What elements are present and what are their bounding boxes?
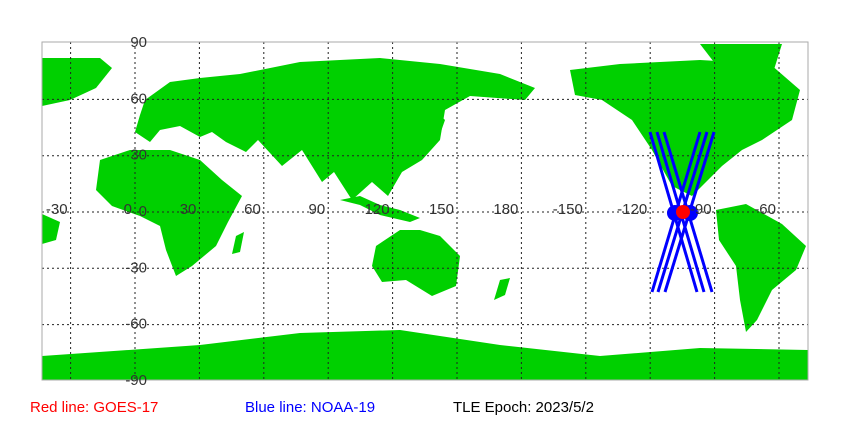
lat-label: 0 xyxy=(139,203,147,220)
lon-label: 90 xyxy=(309,201,326,218)
lon-label: -30 xyxy=(46,201,68,218)
madagascar xyxy=(232,232,244,254)
lat-label: 60 xyxy=(130,90,147,107)
africa xyxy=(96,150,242,276)
lon-label: -120 xyxy=(617,201,647,218)
graticule xyxy=(42,42,808,380)
lon-label: -60 xyxy=(754,201,776,218)
map-frame xyxy=(41,41,809,381)
legend-blue: Blue line: NOAA-19 xyxy=(245,399,376,416)
antarctica xyxy=(42,330,808,380)
lat-label: -60 xyxy=(125,316,147,333)
lat-label: -90 xyxy=(125,372,147,389)
japan xyxy=(425,115,445,150)
lon-label: 60 xyxy=(244,201,261,218)
goes-17-marker xyxy=(676,205,690,219)
lat-label: -30 xyxy=(125,259,147,276)
lat-label: 30 xyxy=(130,147,147,164)
lon-label: 120 xyxy=(365,201,390,218)
eurasia xyxy=(135,58,535,200)
lat-label: 90 xyxy=(130,34,147,51)
indonesia xyxy=(340,196,420,222)
south-america-west-edge xyxy=(42,214,60,244)
legend-epoch: TLE Epoch: 2023/5/2 xyxy=(453,399,594,416)
south-america xyxy=(716,204,806,332)
lon-label: 150 xyxy=(429,201,454,218)
greenland-east xyxy=(700,44,782,86)
lon-label: 0 xyxy=(124,201,132,218)
lon-label: 180 xyxy=(493,201,518,218)
new-zealand xyxy=(494,278,510,300)
land-masses xyxy=(42,44,808,380)
legend-red: Red line: GOES-17 xyxy=(30,399,159,416)
axis-labels: -30 0 30 60 90 120 150 180 -150 -120 -90 -60 90 60 30 0… xyxy=(46,34,776,389)
lon-label: -90 xyxy=(690,201,712,218)
greenland-west xyxy=(42,58,112,106)
lon-label: -150 xyxy=(553,201,583,218)
australia xyxy=(372,230,460,296)
lon-label: 30 xyxy=(180,201,197,218)
north-america xyxy=(570,60,800,196)
